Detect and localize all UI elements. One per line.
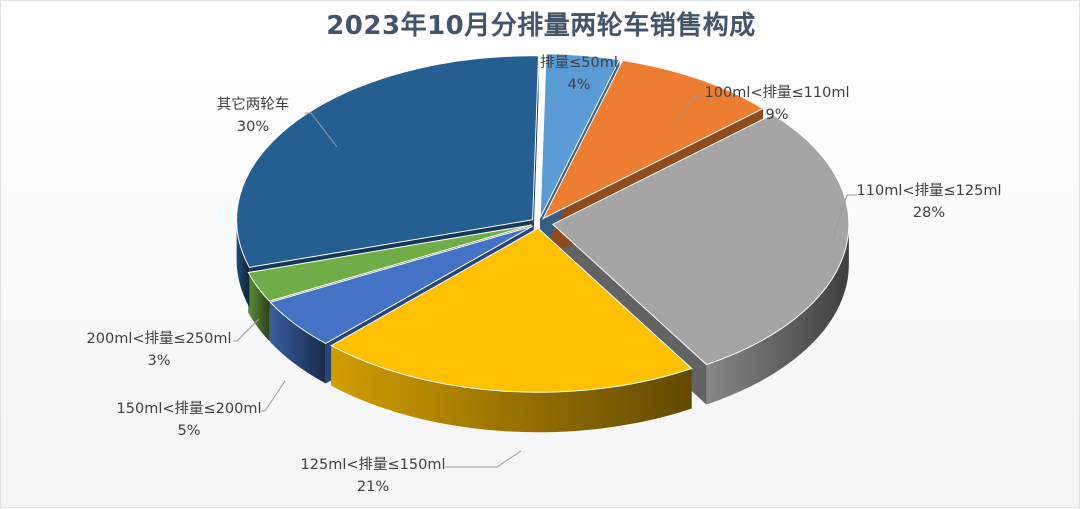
pie-slice — [330, 227, 693, 393]
slice-label: 其它两轮车 — [217, 95, 290, 113]
pie-slice-side — [331, 345, 692, 433]
pie-slice-side — [236, 219, 250, 308]
pie-slice — [551, 113, 850, 366]
slice-value-label: 4% — [567, 77, 590, 93]
pie-slice — [269, 225, 533, 345]
leader-line — [832, 194, 857, 240]
slice-label: 100ml<排量≤110ml — [705, 84, 850, 101]
pie-slice-side — [270, 302, 326, 384]
chart-title: 2023年10月分排量两轮车销售构成 — [326, 11, 756, 41]
slice-value-label: 9% — [765, 107, 788, 123]
leader-line — [261, 380, 286, 412]
slice-label: 150ml<排量≤200ml — [117, 400, 262, 417]
leader-line — [233, 318, 260, 342]
leader-line — [676, 96, 701, 122]
pie-slice-side — [248, 272, 270, 342]
pie-slice — [539, 53, 621, 218]
slice-value-label: 21% — [357, 479, 389, 495]
slice-value-label: 30% — [237, 119, 269, 135]
pie-slice — [236, 55, 540, 268]
slice-value-label: 5% — [177, 423, 200, 439]
pie-slice — [247, 224, 532, 302]
leader-line — [445, 450, 522, 468]
slice-value-label: 28% — [913, 205, 945, 221]
slice-label: 125ml<排量≤150ml — [301, 456, 446, 473]
slice-label: 110ml<排量≤125ml — [857, 182, 1002, 199]
slice-value-label: 3% — [147, 353, 170, 369]
slice-label: 200ml<排量≤250ml — [87, 330, 232, 347]
slice-label: 排量≤50ml — [540, 54, 618, 71]
pie-slice-side — [706, 224, 849, 405]
pie-slice — [542, 59, 765, 220]
leader-line — [305, 112, 338, 148]
